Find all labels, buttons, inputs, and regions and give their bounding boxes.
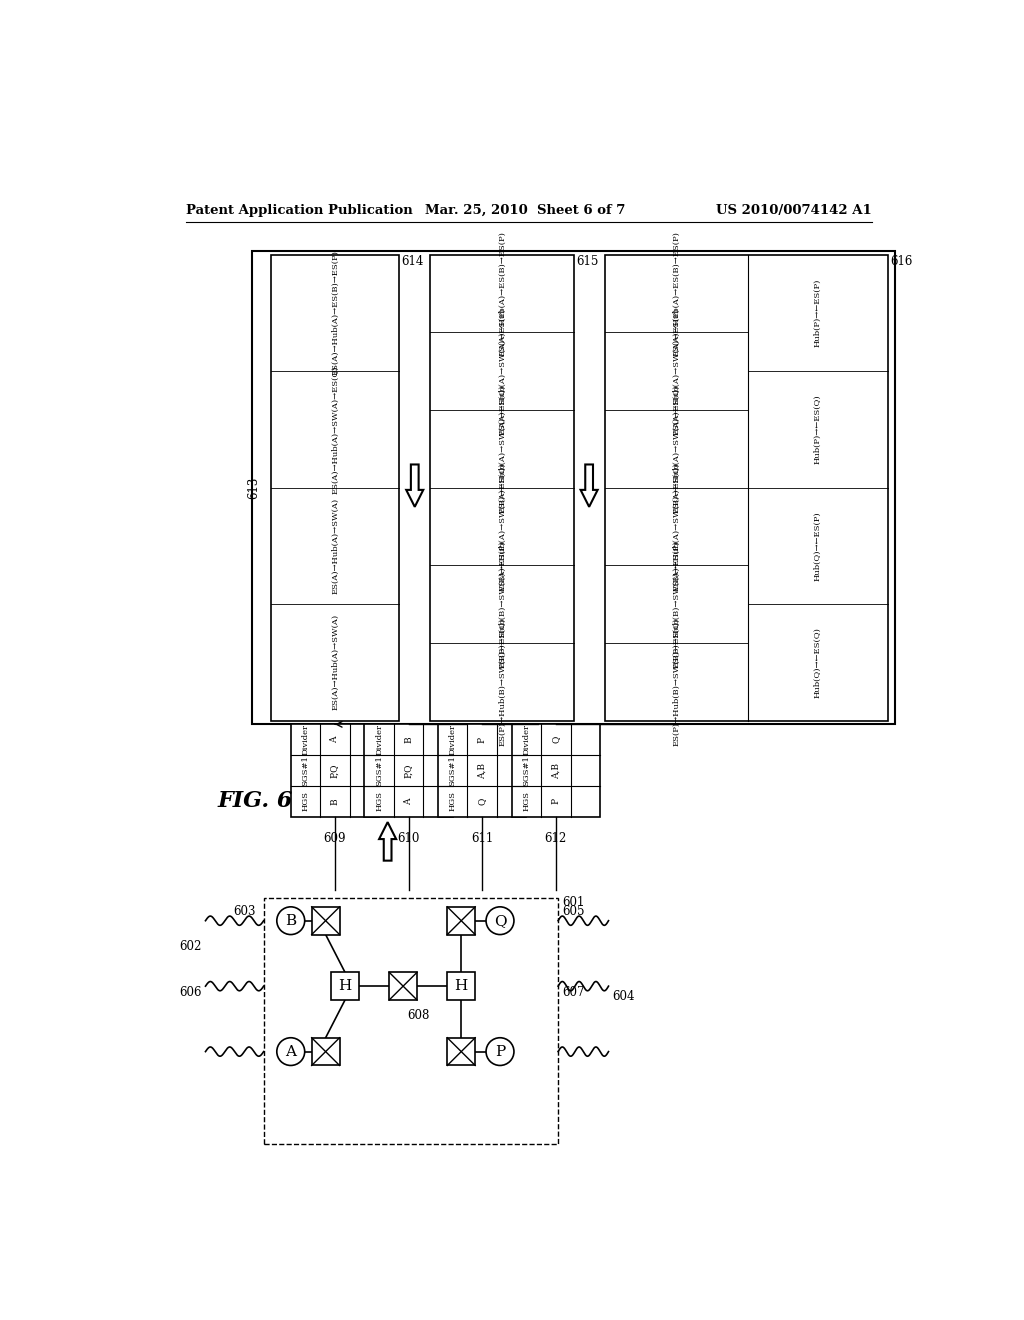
Bar (512, 725, 600, 817)
Bar (447, 973, 475, 1001)
Text: ES(B)→Hub(B)→SW(B)→ES(P): ES(B)→Hub(B)→SW(B)→ES(P) (498, 540, 506, 668)
Bar (291, 725, 379, 817)
Text: ES(A)→Hub(A)→SW(A)→ES(P): ES(A)→Hub(A)→SW(A)→ES(P) (673, 308, 680, 434)
Text: HGS: HGS (375, 792, 383, 812)
Bar (389, 973, 417, 1001)
Text: 614: 614 (401, 255, 424, 268)
Text: P,Q: P,Q (331, 763, 339, 777)
Bar (365, 725, 453, 817)
Bar (311, 907, 340, 935)
Bar (447, 1038, 475, 1065)
Text: 616: 616 (890, 255, 912, 268)
Text: H: H (455, 979, 468, 993)
Text: ES(A)→Hub(A)→SW(A): ES(A)→Hub(A)→SW(A) (332, 614, 339, 710)
Text: ES(P)→Hub(B)→SW(B)→ES(Q): ES(P)→Hub(B)→SW(B)→ES(Q) (498, 618, 506, 746)
Text: A: A (404, 799, 413, 805)
Text: ES(A)→Hub(A)→ES(B)→ES(P): ES(A)→Hub(A)→ES(B)→ES(P) (673, 231, 680, 356)
Text: 607: 607 (562, 986, 585, 999)
Text: ES(A)→Hub(A)→SW(A)→ES(Q): ES(A)→Hub(A)→SW(A)→ES(Q) (498, 384, 506, 513)
Text: ES(A)→Hub(A)→SW(A)→ES(Q): ES(A)→Hub(A)→SW(A)→ES(Q) (332, 366, 339, 494)
Text: B: B (286, 913, 296, 928)
Text: Hub(Q)→←ES(Q): Hub(Q)→←ES(Q) (814, 627, 821, 698)
Text: P,Q: P,Q (404, 763, 413, 777)
Text: 608: 608 (407, 1010, 429, 1022)
Text: ES(A)→Hub(A)→SW(B)→ES(Q): ES(A)→Hub(A)→SW(B)→ES(Q) (673, 462, 680, 591)
Circle shape (276, 1038, 305, 1065)
Polygon shape (379, 822, 396, 861)
Text: ES(A)→Hub(A)→SW(A): ES(A)→Hub(A)→SW(A) (332, 498, 339, 594)
Text: HGS: HGS (449, 792, 457, 812)
Text: P: P (477, 737, 486, 743)
Text: US 2010/0074142 A1: US 2010/0074142 A1 (716, 205, 872, 218)
Text: 613: 613 (247, 477, 260, 499)
Text: Divider: Divider (375, 725, 383, 755)
Text: 603: 603 (233, 906, 256, 919)
Bar (263, 898, 558, 1144)
Text: ES(A)→Hub(A)→SW(B)→ES(Q): ES(A)→Hub(A)→SW(B)→ES(Q) (498, 462, 506, 591)
Text: A,B: A,B (551, 763, 560, 779)
Bar (438, 725, 526, 817)
Text: H: H (338, 979, 351, 993)
Text: HGS: HGS (301, 792, 309, 812)
Circle shape (486, 907, 514, 935)
Text: Q: Q (551, 737, 560, 743)
Text: B: B (404, 737, 413, 743)
Text: ES(B)→Hub(B)→SW(B)→ES(P): ES(B)→Hub(B)→SW(B)→ES(P) (673, 540, 680, 668)
Text: SGS#1: SGS#1 (449, 755, 457, 785)
Text: FIG. 6: FIG. 6 (217, 789, 293, 812)
Bar (311, 1038, 340, 1065)
Bar (331, 973, 359, 1001)
Text: SGS#1: SGS#1 (301, 755, 309, 785)
Text: 604: 604 (612, 990, 635, 1003)
Text: A: A (286, 1044, 296, 1059)
Text: 612: 612 (545, 832, 567, 845)
Text: Hub(P)→←ES(P): Hub(P)→←ES(P) (814, 279, 821, 347)
Text: Mar. 25, 2010  Sheet 6 of 7: Mar. 25, 2010 Sheet 6 of 7 (425, 205, 625, 218)
Text: P: P (551, 799, 560, 804)
Text: ES(A)→Hub(A)→SW(A)→ES(Q): ES(A)→Hub(A)→SW(A)→ES(Q) (673, 384, 680, 513)
Text: A,B: A,B (477, 763, 486, 779)
Bar (447, 907, 475, 935)
Text: Q: Q (494, 913, 506, 928)
Text: ES(A)→Hub(A)→ES(B)→ES(P): ES(A)→Hub(A)→ES(B)→ES(P) (498, 231, 506, 356)
Polygon shape (581, 465, 598, 507)
Text: 609: 609 (324, 832, 346, 845)
Text: ES(A)→Hub(A)→ES(B)→ES(P): ES(A)→Hub(A)→ES(B)→ES(P) (332, 251, 339, 375)
Text: SGS#1: SGS#1 (375, 755, 383, 785)
Text: 615: 615 (575, 255, 598, 268)
Text: ES(P)→Hub(B)→SW(B)→ES(Q): ES(P)→Hub(B)→SW(B)→ES(Q) (673, 618, 680, 746)
Bar (430, 255, 573, 721)
Bar (252, 251, 895, 725)
Text: B: B (331, 799, 339, 805)
Text: Divider: Divider (301, 725, 309, 755)
Text: 606: 606 (179, 986, 202, 999)
Text: SGS#1: SGS#1 (522, 755, 530, 785)
Bar (604, 255, 888, 721)
Circle shape (486, 1038, 514, 1065)
Text: P: P (495, 1044, 505, 1059)
Polygon shape (407, 465, 423, 507)
Text: 602: 602 (179, 940, 202, 953)
Circle shape (276, 907, 305, 935)
Text: Divider: Divider (449, 725, 457, 755)
Bar (271, 255, 399, 721)
Text: Q: Q (477, 797, 486, 805)
Text: Hub(Q)→←ES(P): Hub(Q)→←ES(P) (814, 511, 821, 581)
Text: 601: 601 (562, 896, 585, 909)
Text: 605: 605 (562, 906, 585, 919)
Text: HGS: HGS (522, 792, 530, 812)
Text: 610: 610 (397, 832, 420, 845)
Text: 611: 611 (471, 832, 494, 845)
Text: Divider: Divider (522, 725, 530, 755)
Text: Patent Application Publication: Patent Application Publication (186, 205, 413, 218)
Text: Hub(P)→←ES(Q): Hub(P)→←ES(Q) (814, 395, 821, 465)
Text: ES(A)→Hub(A)→SW(A)→ES(P): ES(A)→Hub(A)→SW(A)→ES(P) (498, 308, 506, 434)
Text: A: A (331, 737, 339, 743)
